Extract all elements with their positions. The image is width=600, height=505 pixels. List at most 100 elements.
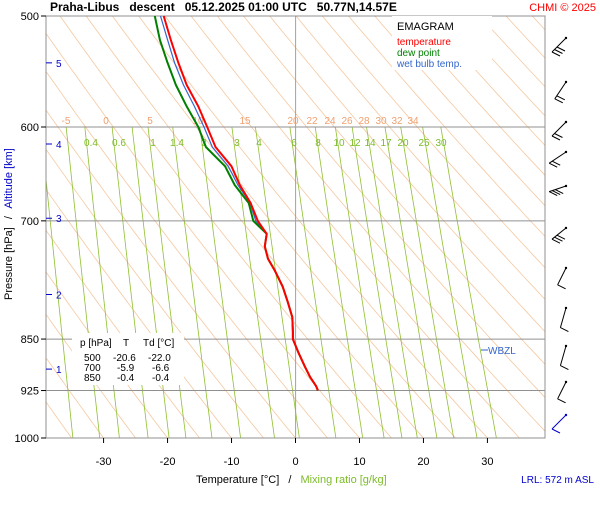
- mixing-ratio-label: 25: [418, 138, 430, 149]
- wind-barb-station: [565, 81, 567, 83]
- mixing-ratio-lines: [41, 127, 497, 438]
- wind-barb-staff: [552, 122, 566, 136]
- mixing-ratio-label: 4: [256, 138, 262, 149]
- pressure-axis: 500 600 700 850 925 1000: [15, 11, 46, 445]
- x-axis-label-mixing: Mixing ratio [g/kg]: [300, 474, 386, 486]
- wind-barb-flag: [549, 163, 557, 167]
- wind-barb-staff: [558, 268, 566, 285]
- wind-barb-flag: [555, 134, 563, 138]
- wind-barb-flag: [560, 328, 568, 332]
- mixing-ratio-label: 10: [333, 138, 345, 149]
- adiabat-label: 30: [375, 116, 387, 127]
- mixing-ratio-line: [315, 127, 363, 438]
- y-axis-title: Pressure [hPa] / Altitude [km]: [3, 148, 15, 300]
- legend: EMAGRAM temperature dew point wet bulb t…: [392, 16, 492, 70]
- dry-adiabat: [480, 16, 600, 438]
- x-axis-title: Temperature [°C] / Mixing ratio [g/kg]: [196, 474, 387, 486]
- x-tick-label: 30: [481, 456, 493, 468]
- wetbulb-line: [161, 16, 318, 391]
- dry-adiabat: [558, 16, 600, 438]
- mixing-ratio-label: 6: [291, 138, 297, 149]
- x-tick-label: 0: [292, 456, 298, 468]
- table-header-td: Td [°C]: [143, 338, 174, 349]
- mixing-ratio-label: 3: [234, 138, 240, 149]
- lrl-label: LRL: 572 m ASL: [521, 475, 594, 486]
- mixing-ratio-label: 20: [397, 138, 409, 149]
- dry-adiabat: [244, 16, 600, 438]
- wind-barb-station: [565, 267, 567, 269]
- chart-title: Praha-Libus descent 05.12.2025 01:00 UTC…: [50, 0, 397, 14]
- legend-dewpoint: dew point: [397, 48, 440, 59]
- wind-barb-station: [565, 414, 567, 416]
- wind-barb-station: [565, 185, 567, 187]
- y-tick-label: 925: [21, 386, 39, 398]
- wind-barb-flag: [552, 429, 560, 433]
- altitude-tick-label: 3: [56, 214, 62, 225]
- table-header-p: p [hPa]: [80, 338, 112, 349]
- wind-barb-staff: [549, 152, 566, 163]
- mixing-ratio-line: [385, 127, 437, 438]
- wind-barb-flag: [560, 366, 568, 370]
- wind-barb-station: [565, 121, 567, 123]
- mixing-ratio-line: [401, 127, 454, 438]
- dry-adiabat: [585, 16, 600, 438]
- adiabat-label: 20: [287, 116, 299, 127]
- wind-barb-flag: [557, 96, 565, 100]
- adiabat-label: 28: [358, 116, 370, 127]
- legend-temperature: temperature: [397, 37, 451, 48]
- dry-adiabat: [296, 16, 600, 438]
- x-tick-label: 20: [417, 456, 429, 468]
- wind-barb-flag: [555, 99, 563, 103]
- dry-adiabat: [454, 16, 600, 438]
- x-tick-label: -10: [224, 456, 240, 468]
- dry-adiabat: [217, 16, 583, 438]
- x-tick-label: -20: [160, 456, 176, 468]
- y-tick-label: 600: [21, 122, 39, 134]
- mixing-ratio-label: 1: [150, 138, 156, 149]
- y-axis-label-altitude: Altitude [km]: [3, 148, 15, 209]
- wind-barb-station: [565, 37, 567, 39]
- mixing-ratio-label: 17: [380, 138, 392, 149]
- wind-barb-station: [565, 307, 567, 309]
- y-tick-label: 700: [21, 216, 39, 228]
- adiabat-label: 32: [391, 116, 403, 127]
- sounding-table: p [hPa] T Td [°C] 500 -20.6 -22.0 700 -5…: [72, 333, 184, 385]
- mixing-ratio-line: [367, 127, 418, 438]
- mixing-ratio-label: 30: [435, 138, 447, 149]
- adiabat-label: -5: [62, 116, 71, 127]
- mixing-ratio-label: 0.4: [84, 138, 98, 149]
- dry-adiabat: [427, 16, 600, 438]
- wind-barb-staff: [555, 82, 566, 99]
- mixing-ratio-line: [148, 127, 186, 438]
- mixing-ratio-line: [423, 127, 477, 438]
- mixing-ratio-label: 14: [364, 138, 376, 149]
- copyright: CHMI © 2025: [529, 2, 596, 14]
- temperature-line: [164, 16, 318, 391]
- wind-barb-station: [565, 227, 567, 229]
- y-tick-label: 500: [21, 11, 39, 23]
- y-axis-label-sep: /: [3, 215, 15, 219]
- y-tick-label: 850: [21, 334, 39, 346]
- adiabat-label: 26: [341, 116, 353, 127]
- wind-barb-station: [565, 381, 567, 383]
- wind-barb-flag: [558, 285, 566, 289]
- mixing-ratio-label: 0.6: [112, 138, 126, 149]
- wind-barb-flag: [552, 52, 560, 56]
- y-tick-label: 1000: [15, 433, 39, 445]
- dry-adiabat: [270, 16, 600, 438]
- wind-barb-staff: [552, 415, 566, 429]
- adiabat-label: 15: [239, 116, 251, 127]
- wind-barb-flag: [557, 47, 565, 51]
- dry-adiabat: [349, 16, 600, 438]
- wind-barbs: [549, 37, 568, 433]
- dry-adiabat: [165, 16, 520, 438]
- wind-barb-station: [565, 345, 567, 347]
- wind-barb-staff: [558, 382, 566, 399]
- legend-wetbulb: wet bulb temp.: [396, 59, 462, 70]
- mixing-ratio-line: [132, 127, 169, 438]
- table-cell: -0.4: [117, 373, 135, 384]
